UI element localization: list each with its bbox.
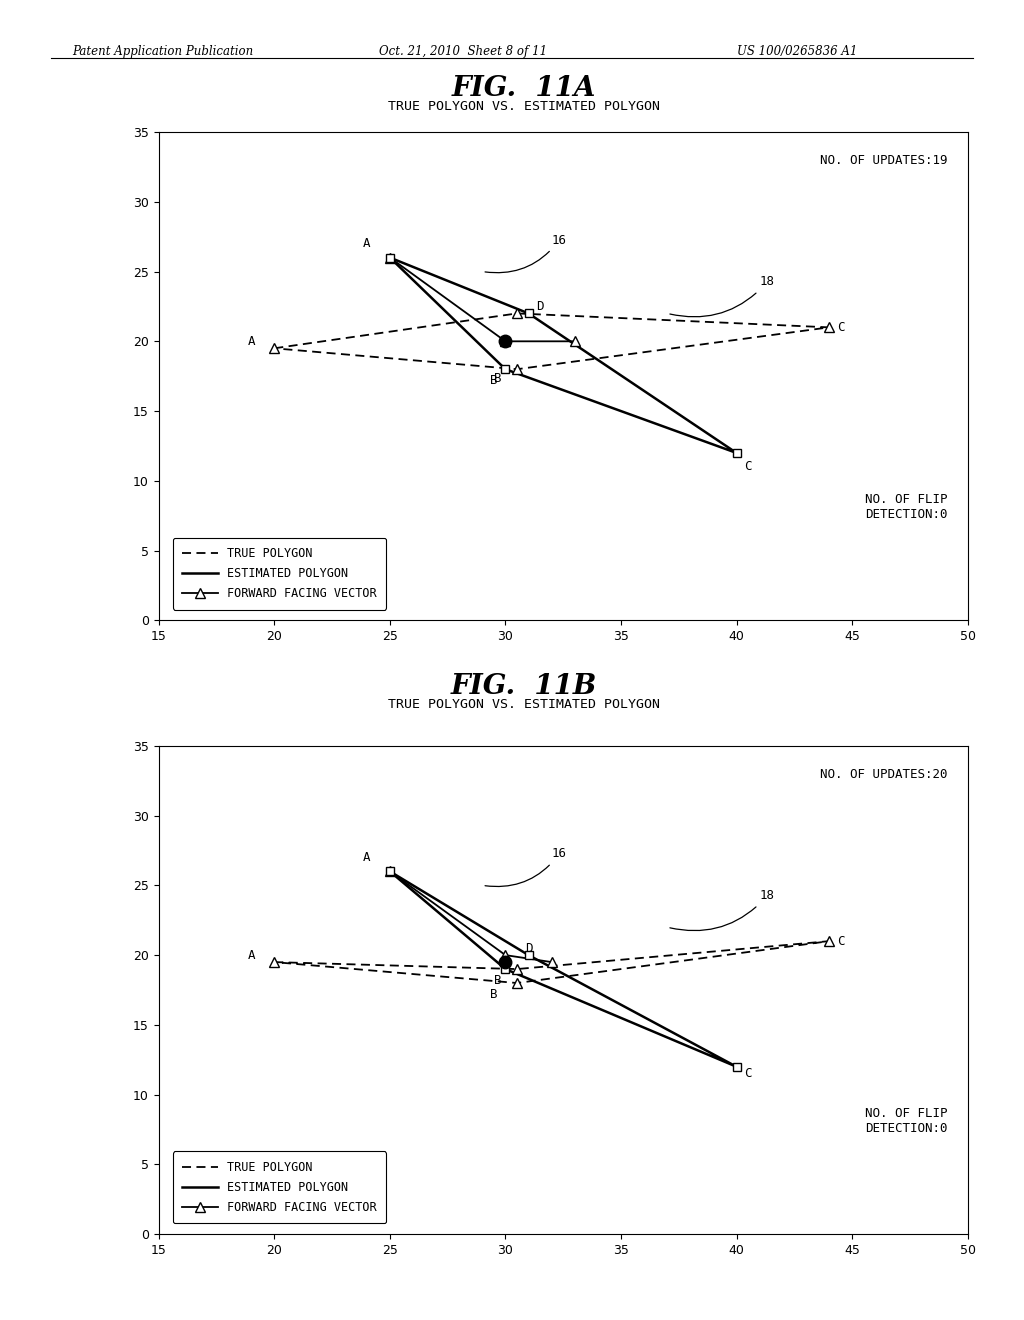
Text: Patent Application Publication: Patent Application Publication	[72, 45, 253, 58]
Text: B: B	[490, 374, 498, 387]
Text: NO. OF UPDATES:19: NO. OF UPDATES:19	[820, 154, 947, 166]
Text: TRUE POLYGON VS. ESTIMATED POLYGON: TRUE POLYGON VS. ESTIMATED POLYGON	[388, 100, 660, 114]
Text: Oct. 21, 2010  Sheet 8 of 11: Oct. 21, 2010 Sheet 8 of 11	[379, 45, 547, 58]
Text: D: D	[537, 300, 544, 313]
Text: FIG.  11B: FIG. 11B	[452, 673, 597, 700]
Legend: TRUE POLYGON, ESTIMATED POLYGON, FORWARD FACING VECTOR: TRUE POLYGON, ESTIMATED POLYGON, FORWARD…	[173, 537, 386, 610]
Text: US 100/0265836 A1: US 100/0265836 A1	[737, 45, 858, 58]
Text: A: A	[362, 238, 371, 249]
Text: B: B	[494, 372, 502, 385]
Text: A: A	[248, 335, 255, 347]
Text: 16: 16	[485, 234, 566, 273]
Text: 18: 18	[670, 276, 775, 317]
Text: TRUE POLYGON VS. ESTIMATED POLYGON: TRUE POLYGON VS. ESTIMATED POLYGON	[388, 698, 660, 711]
Text: B: B	[494, 974, 502, 987]
Text: C: C	[837, 935, 845, 948]
Text: B: B	[490, 987, 498, 1001]
Text: 16: 16	[485, 847, 566, 887]
Text: A: A	[248, 949, 255, 961]
Text: A: A	[362, 851, 371, 863]
Text: NO. OF FLIP
DETECTION:0: NO. OF FLIP DETECTION:0	[865, 494, 947, 521]
Text: FIG.  11A: FIG. 11A	[453, 75, 596, 102]
Text: C: C	[744, 1068, 752, 1080]
Text: C: C	[837, 321, 845, 334]
Text: NO. OF FLIP
DETECTION:0: NO. OF FLIP DETECTION:0	[865, 1107, 947, 1135]
Text: 18: 18	[670, 890, 775, 931]
Text: D: D	[524, 941, 532, 954]
Legend: TRUE POLYGON, ESTIMATED POLYGON, FORWARD FACING VECTOR: TRUE POLYGON, ESTIMATED POLYGON, FORWARD…	[173, 1151, 386, 1224]
Text: C: C	[744, 461, 752, 474]
Text: NO. OF UPDATES:20: NO. OF UPDATES:20	[820, 768, 947, 780]
